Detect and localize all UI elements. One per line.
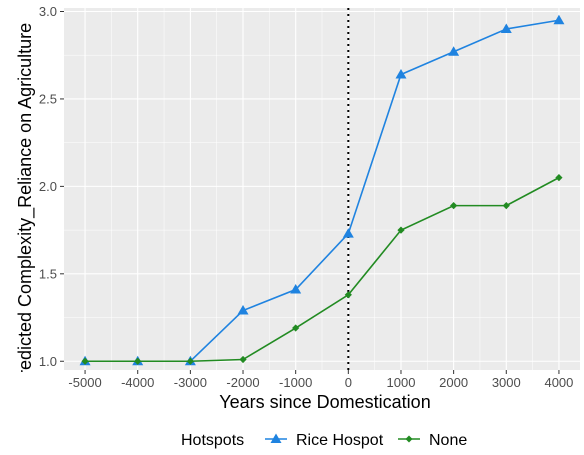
x-tick-label: -2000 <box>226 375 259 390</box>
legend-title: Hotspots <box>181 432 244 449</box>
y-tick-label: 3.0 <box>39 4 57 19</box>
y-axis-title: Predicted Complexity_Reliance on Agricul… <box>15 23 36 388</box>
data-point-diamond <box>81 357 89 365</box>
legend: Hotspots Rice Hospot None <box>181 432 467 449</box>
grid-minor <box>64 8 580 370</box>
x-axis-ticks: -5000 -4000 -3000 -2000 -1000 0 1000 2000 3000 40… <box>68 370 573 390</box>
data-point-triangle <box>500 23 512 33</box>
data-point-diamond <box>292 324 300 332</box>
legend-key-diamond-marker <box>405 435 413 443</box>
legend-item-none: None <box>398 432 467 449</box>
x-tick-label: 4000 <box>544 375 573 390</box>
x-tick-label: 1000 <box>387 375 416 390</box>
data-point-diamond <box>502 202 510 210</box>
y-tick-label: 1.0 <box>39 354 57 369</box>
x-tick-label: 0 <box>345 375 352 390</box>
data-point-triangle <box>553 14 565 25</box>
data-point-triangle <box>395 68 407 79</box>
data-point-diamond <box>555 174 563 182</box>
legend-item-rice-hospot: Rice Hospot <box>265 432 384 449</box>
x-axis-title: Years since Domestication <box>219 392 430 412</box>
legend-label: None <box>429 432 467 449</box>
legend-label: Rice Hospot <box>296 432 384 449</box>
y-tick-label: 1.5 <box>39 266 57 281</box>
x-tick-label: -4000 <box>121 375 154 390</box>
series-line-none <box>85 176 560 363</box>
data-point-diamond <box>450 202 458 210</box>
data-point-triangle <box>290 284 302 294</box>
x-tick-label: -3000 <box>174 375 207 390</box>
series-layer <box>79 14 565 366</box>
x-tick-label: 3000 <box>492 375 521 390</box>
data-point-triangle <box>342 228 354 238</box>
data-point-triangle <box>448 46 460 56</box>
data-point-diamond <box>186 357 194 365</box>
x-tick-label: 2000 <box>439 375 468 390</box>
data-point-diamond <box>239 355 247 364</box>
y-axis-title-clip: Predicted Complexity_Reliance on Agricul… <box>15 23 36 388</box>
y-tick-label: 2.0 <box>39 179 57 194</box>
data-point-triangle <box>237 305 249 315</box>
x-tick-label: -5000 <box>68 375 101 390</box>
y-axis-ticks: 1.0 1.5 2.0 2.5 3.0 <box>39 4 64 369</box>
data-point-diamond <box>134 357 142 365</box>
data-point-diamond <box>397 226 405 234</box>
y-tick-label: 2.5 <box>39 91 57 106</box>
legend-key-triangle-marker <box>270 433 282 443</box>
data-point-diamond <box>344 291 352 299</box>
x-tick-label: -1000 <box>279 375 312 390</box>
